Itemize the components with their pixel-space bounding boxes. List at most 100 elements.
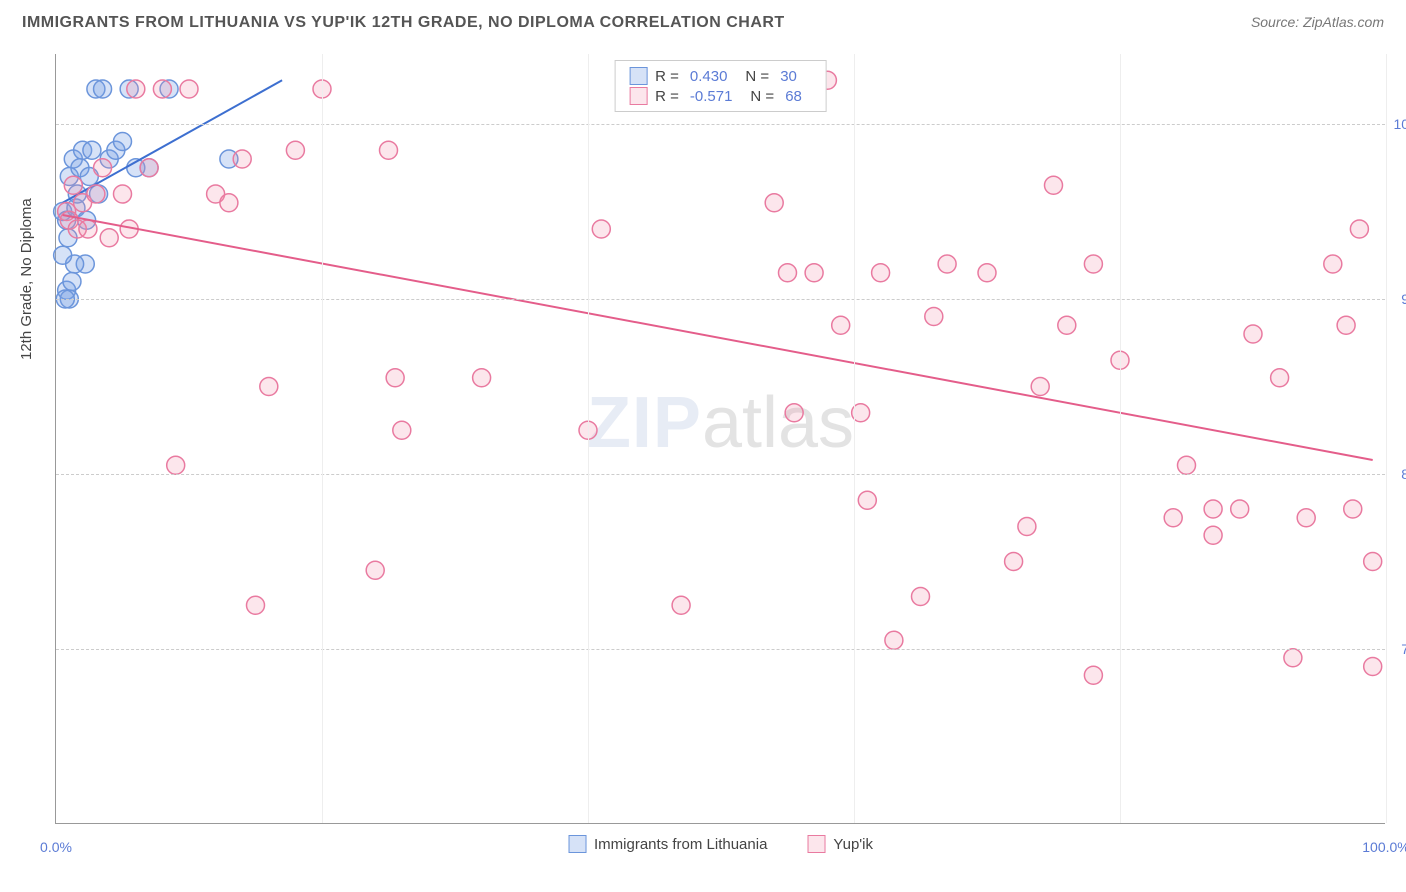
gridline-h xyxy=(56,124,1385,125)
legend-r-value: 0.430 xyxy=(690,68,728,85)
plot-area: ZIPatlas R =0.430N =30R =-0.571N =68 Imm… xyxy=(55,54,1385,824)
scatter-point-lithuania xyxy=(94,80,112,98)
scatter-point-lithuania xyxy=(54,246,72,264)
scatter-point-yupik xyxy=(1344,500,1362,518)
scatter-point-yupik xyxy=(805,264,823,282)
scatter-point-yupik xyxy=(1018,518,1036,536)
scatter-point-yupik xyxy=(140,159,158,177)
legend-n-value: 68 xyxy=(785,88,802,105)
series-legend-label: Yup'ik xyxy=(833,836,873,853)
scatter-point-yupik xyxy=(1297,509,1315,527)
scatter-point-yupik xyxy=(94,159,112,177)
source-attribution: Source: ZipAtlas.com xyxy=(1251,14,1384,30)
scatter-point-yupik xyxy=(286,141,304,159)
scatter-point-yupik xyxy=(366,561,384,579)
scatter-point-yupik xyxy=(785,404,803,422)
scatter-point-lithuania xyxy=(114,133,132,151)
legend-r-label: R = xyxy=(655,68,679,85)
scatter-point-yupik xyxy=(386,369,404,387)
scatter-point-yupik xyxy=(912,588,930,606)
scatter-point-yupik xyxy=(64,176,82,194)
legend-r-value: -0.571 xyxy=(690,88,733,105)
legend-swatch-icon xyxy=(629,67,647,85)
gridline-h xyxy=(56,474,1385,475)
scatter-point-lithuania xyxy=(83,141,101,159)
scatter-point-yupik xyxy=(114,185,132,203)
legend-swatch-icon xyxy=(629,87,647,105)
scatter-point-yupik xyxy=(779,264,797,282)
scatter-point-yupik xyxy=(220,194,238,212)
scatter-point-yupik xyxy=(1058,316,1076,334)
legend-swatch-icon xyxy=(807,835,825,853)
series-legend-item: Immigrants from Lithuania xyxy=(568,835,767,853)
gridline-v xyxy=(322,54,323,823)
gridline-h xyxy=(56,649,1385,650)
scatter-point-yupik xyxy=(978,264,996,282)
y-axis-label: 12th Grade, No Diploma xyxy=(18,198,35,360)
x-tick-label: 0.0% xyxy=(40,839,72,855)
scatter-point-yupik xyxy=(1084,255,1102,273)
scatter-point-yupik xyxy=(100,229,118,247)
scatter-point-yupik xyxy=(1284,649,1302,667)
scatter-point-yupik xyxy=(247,596,265,614)
scatter-point-yupik xyxy=(672,596,690,614)
scatter-point-yupik xyxy=(1178,456,1196,474)
scatter-point-yupik xyxy=(1337,316,1355,334)
scatter-point-yupik xyxy=(1045,176,1063,194)
chart-title: IMMIGRANTS FROM LITHUANIA VS YUP'IK 12TH… xyxy=(22,14,785,32)
scatter-point-yupik xyxy=(925,308,943,326)
scatter-point-yupik xyxy=(1271,369,1289,387)
scatter-point-yupik xyxy=(872,264,890,282)
y-tick-label: 100.0% xyxy=(1389,116,1406,132)
scatter-point-yupik xyxy=(79,220,97,238)
series-legend-label: Immigrants from Lithuania xyxy=(594,836,767,853)
gridline-h xyxy=(56,299,1385,300)
scatter-point-yupik xyxy=(832,316,850,334)
scatter-point-yupik xyxy=(380,141,398,159)
scatter-point-yupik xyxy=(153,80,171,98)
scatter-point-yupik xyxy=(765,194,783,212)
scatter-point-yupik xyxy=(127,80,145,98)
series-legend-item: Yup'ik xyxy=(807,835,873,853)
legend-row-yupik: R = -0.571 N = 68 xyxy=(629,86,812,106)
scatter-point-yupik xyxy=(1164,509,1182,527)
scatter-point-yupik xyxy=(1364,658,1382,676)
x-tick-label: 100.0% xyxy=(1362,839,1406,855)
scatter-point-yupik xyxy=(592,220,610,238)
scatter-point-yupik xyxy=(1350,220,1368,238)
scatter-point-yupik xyxy=(473,369,491,387)
gridline-v xyxy=(588,54,589,823)
legend-n-label: N = xyxy=(745,68,769,85)
gridline-v xyxy=(1386,54,1387,823)
scatter-point-yupik xyxy=(233,150,251,168)
legend-row-lithuania: R =0.430N =30 xyxy=(629,66,812,86)
scatter-point-yupik xyxy=(1364,553,1382,571)
legend-r-label: R = xyxy=(655,88,679,105)
legend-swatch-icon xyxy=(568,835,586,853)
scatter-point-yupik xyxy=(260,378,278,396)
scatter-point-yupik xyxy=(1204,526,1222,544)
y-tick-label: 90.0% xyxy=(1389,291,1406,307)
gridline-v xyxy=(1120,54,1121,823)
trendline-yupik xyxy=(63,215,1373,460)
scatter-point-yupik xyxy=(1231,500,1249,518)
gridline-v xyxy=(854,54,855,823)
legend-n-label: N = xyxy=(750,88,774,105)
scatter-point-yupik xyxy=(167,456,185,474)
scatter-point-yupik xyxy=(180,80,198,98)
scatter-point-yupik xyxy=(1244,325,1262,343)
y-tick-label: 70.0% xyxy=(1389,641,1406,657)
y-tick-label: 80.0% xyxy=(1389,466,1406,482)
scatter-point-yupik xyxy=(1084,666,1102,684)
scatter-point-yupik xyxy=(1031,378,1049,396)
scatter-point-lithuania xyxy=(63,273,81,291)
scatter-point-yupik xyxy=(393,421,411,439)
scatter-point-yupik xyxy=(1005,553,1023,571)
scatter-point-yupik xyxy=(885,631,903,649)
scatter-point-yupik xyxy=(1324,255,1342,273)
scatter-point-yupik xyxy=(858,491,876,509)
scatter-point-yupik xyxy=(938,255,956,273)
scatter-point-yupik xyxy=(1204,500,1222,518)
correlation-legend: R =0.430N =30R =-0.571N =68 xyxy=(614,60,827,112)
series-legend: Immigrants from Lithuania Yup'ik xyxy=(568,835,873,853)
